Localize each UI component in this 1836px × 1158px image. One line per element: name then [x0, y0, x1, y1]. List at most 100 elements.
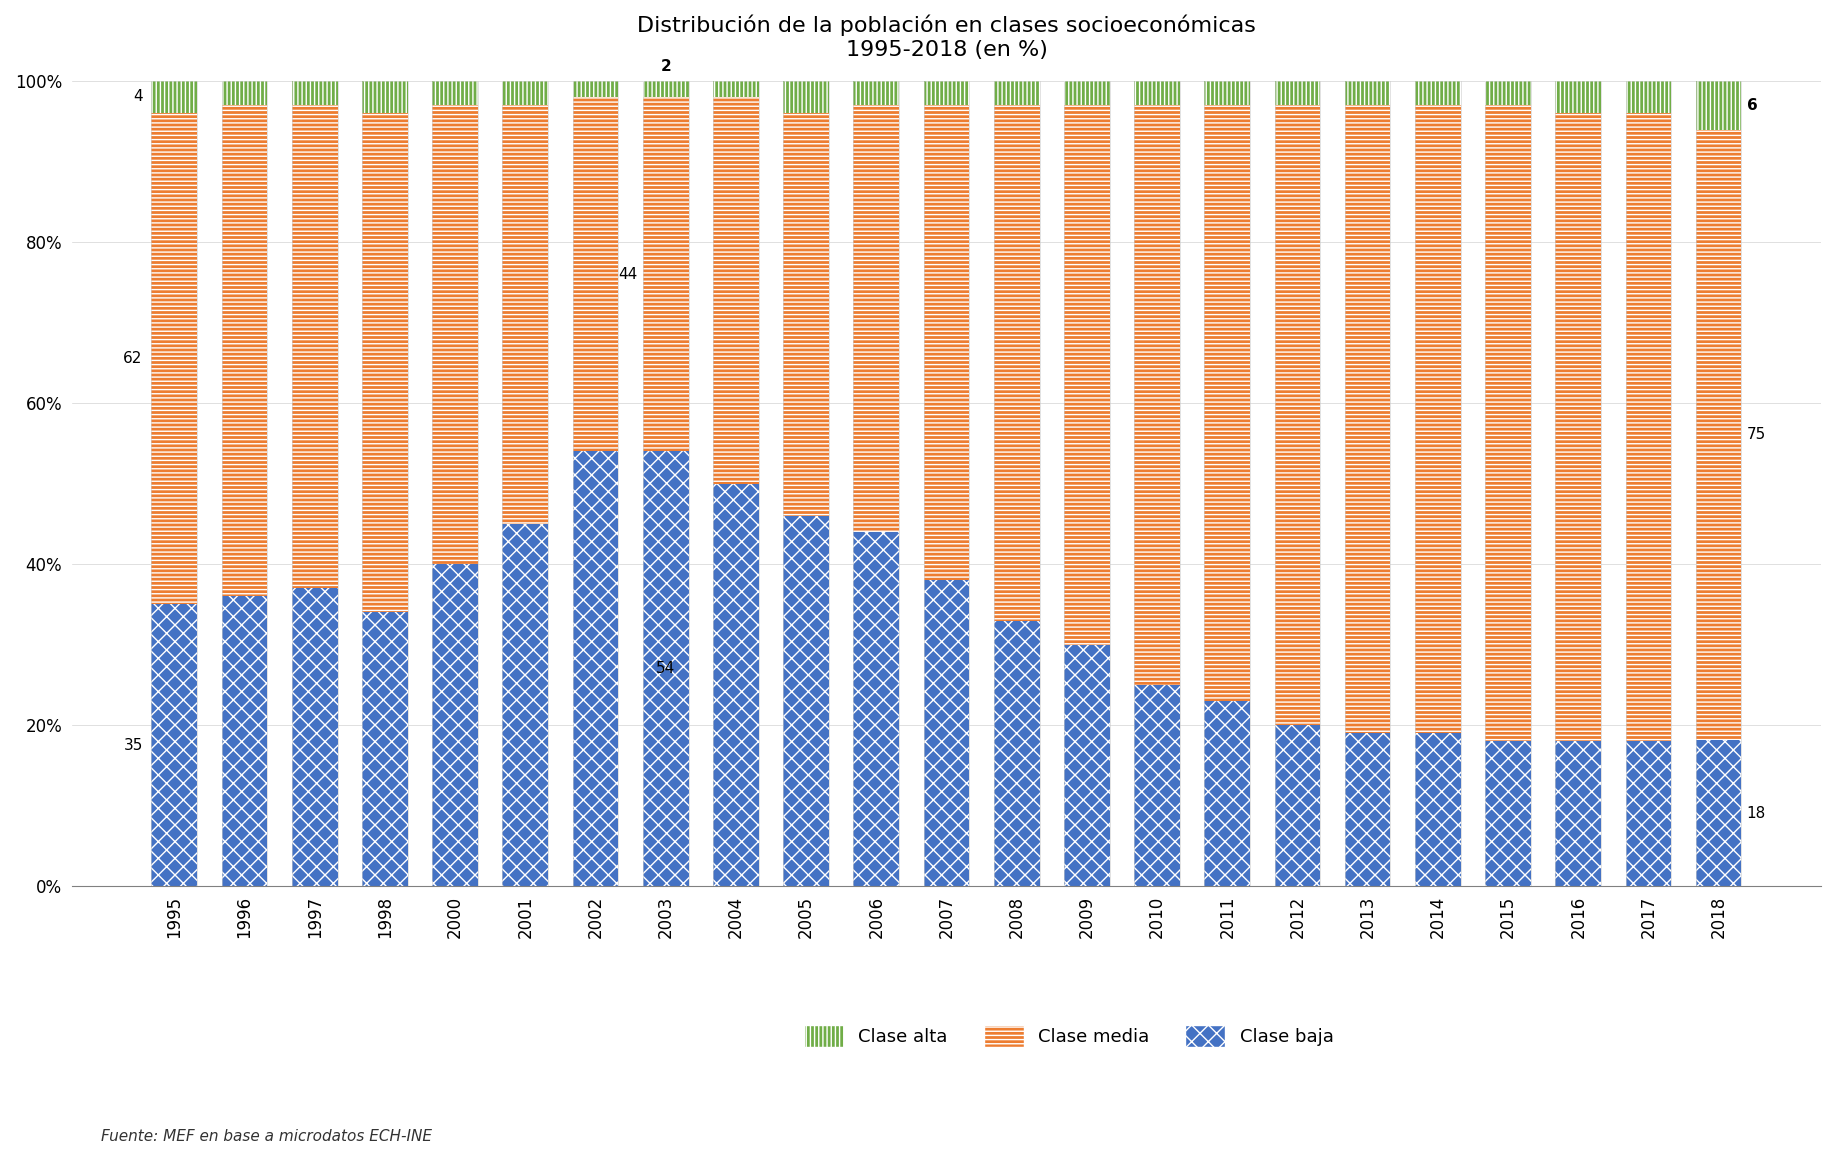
Bar: [643, 81, 688, 97]
Bar: [1416, 81, 1461, 105]
Bar: [854, 105, 900, 532]
Bar: [1555, 81, 1601, 113]
Bar: [1555, 81, 1601, 886]
Bar: [1625, 81, 1671, 113]
Bar: [643, 452, 688, 886]
Bar: [152, 604, 196, 886]
Bar: [1274, 105, 1320, 725]
Bar: [1625, 113, 1671, 741]
Bar: [712, 81, 758, 886]
Bar: [222, 81, 268, 105]
Bar: [292, 105, 338, 588]
Bar: [1416, 733, 1461, 886]
Bar: [573, 81, 619, 886]
Bar: [784, 113, 828, 515]
Bar: [924, 105, 969, 580]
Bar: [222, 105, 268, 596]
Bar: [854, 532, 900, 886]
Bar: [1555, 81, 1601, 113]
Bar: [222, 105, 268, 596]
Bar: [573, 97, 619, 452]
Bar: [643, 81, 688, 97]
Bar: [503, 81, 549, 105]
Bar: [1555, 741, 1601, 886]
Bar: [712, 97, 758, 484]
Bar: [1696, 81, 1742, 130]
Bar: [924, 81, 969, 105]
Bar: [1065, 81, 1109, 886]
Bar: [1416, 105, 1461, 733]
Bar: [712, 81, 758, 97]
Bar: [1135, 81, 1181, 886]
Bar: [854, 81, 900, 105]
Bar: [1696, 740, 1742, 886]
Bar: [1344, 105, 1390, 733]
Bar: [431, 564, 477, 886]
Bar: [362, 81, 408, 113]
Bar: [1135, 81, 1181, 105]
Bar: [854, 81, 900, 105]
Bar: [993, 81, 1039, 105]
Bar: [431, 81, 477, 105]
Bar: [924, 580, 969, 886]
Bar: [854, 81, 900, 886]
Bar: [431, 564, 477, 886]
Bar: [1065, 645, 1109, 886]
Bar: [292, 81, 338, 886]
Bar: [993, 621, 1039, 886]
Bar: [784, 81, 828, 113]
Bar: [362, 81, 408, 113]
Bar: [152, 113, 196, 604]
Bar: [1274, 725, 1320, 886]
Bar: [362, 81, 408, 886]
Bar: [222, 596, 268, 886]
Bar: [1696, 740, 1742, 886]
Bar: [1485, 741, 1531, 886]
Bar: [573, 81, 619, 97]
Bar: [1344, 105, 1390, 733]
Bar: [1485, 81, 1531, 886]
Bar: [924, 81, 969, 105]
Bar: [503, 81, 549, 105]
Bar: [1274, 81, 1320, 105]
Bar: [1485, 105, 1531, 741]
Bar: [292, 81, 338, 105]
Bar: [1344, 81, 1390, 105]
Bar: [1065, 81, 1109, 105]
Bar: [784, 81, 828, 886]
Bar: [643, 81, 688, 886]
Bar: [1416, 105, 1461, 733]
Bar: [1274, 81, 1320, 105]
Bar: [573, 81, 619, 97]
Bar: [1065, 81, 1109, 105]
Bar: [152, 81, 196, 886]
Bar: [152, 81, 196, 113]
Bar: [503, 105, 549, 523]
Text: 4: 4: [132, 89, 143, 104]
Bar: [362, 613, 408, 886]
Bar: [1065, 105, 1109, 645]
Bar: [993, 105, 1039, 621]
Text: 35: 35: [123, 738, 143, 753]
Bar: [1135, 81, 1181, 105]
Bar: [1204, 81, 1250, 105]
Bar: [503, 523, 549, 886]
Bar: [431, 105, 477, 564]
Bar: [573, 452, 619, 886]
Bar: [222, 81, 268, 886]
Bar: [1555, 113, 1601, 741]
Bar: [1696, 81, 1742, 886]
Bar: [503, 105, 549, 523]
Bar: [362, 613, 408, 886]
Bar: [784, 113, 828, 515]
Bar: [292, 81, 338, 105]
Bar: [1416, 81, 1461, 105]
Bar: [924, 105, 969, 580]
Bar: [854, 532, 900, 886]
Bar: [1485, 741, 1531, 886]
Text: 18: 18: [1746, 806, 1766, 821]
Bar: [292, 588, 338, 886]
Bar: [1204, 701, 1250, 886]
Bar: [1416, 81, 1461, 886]
Bar: [152, 113, 196, 604]
